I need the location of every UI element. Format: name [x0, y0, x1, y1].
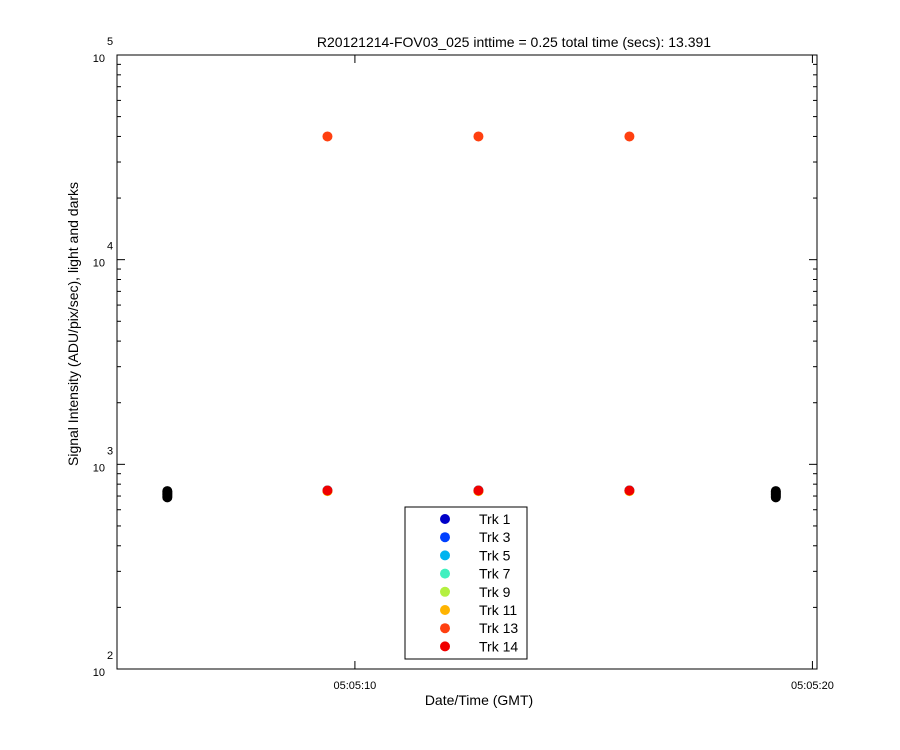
y-axis-title: Signal Intensity (ADU/pix/sec), light an… [65, 182, 81, 466]
y-tick-label: 10 [93, 258, 105, 270]
legend-label: Trk 14 [479, 638, 518, 654]
legend-marker [440, 605, 450, 615]
legend-label: Trk 7 [479, 566, 511, 582]
legend-label: Trk 11 [479, 602, 517, 618]
dark-point [162, 486, 173, 497]
y-tick-exponent: 2 [107, 650, 113, 662]
data-point [624, 485, 635, 496]
y-tick-label: 10 [93, 462, 105, 474]
y-tick-exponent: 3 [107, 445, 113, 457]
legend-label: Trk 13 [479, 620, 518, 636]
legend: Trk 1 Trk 3 Trk 5 Trk 7 Trk 9 Trk 11 Trk 13 Trk… [404, 506, 528, 660]
y-tick-exponent: 4 [107, 241, 113, 253]
data-point [322, 485, 333, 496]
y-tick-label: 10 [93, 53, 105, 65]
data-points [322, 131, 635, 497]
x-tick-label: 05:05:20 [791, 680, 834, 692]
legend-marker [440, 532, 450, 543]
data-point [473, 131, 484, 142]
chart-title: R20121214-FOV03_025 inttime = 0.25 total… [317, 34, 711, 50]
y-tick-exponent: 5 [107, 36, 113, 48]
legend-label: Trk 3 [479, 529, 511, 545]
legend-box [404, 506, 528, 660]
legend-label: Trk 5 [479, 547, 511, 563]
dark-frame-points [162, 486, 781, 503]
x-axis-title: Date/Time (GMT) [425, 692, 533, 708]
x-axis-ticks: 05:05:10 05:05:20 [333, 55, 834, 692]
dark-point [770, 486, 781, 497]
legend-marker [440, 550, 450, 561]
data-point [473, 485, 484, 496]
legend-marker [440, 641, 450, 652]
legend-marker [440, 568, 450, 579]
legend-marker [440, 514, 450, 524]
legend-label: Trk 9 [479, 584, 511, 600]
data-point [624, 131, 635, 142]
legend-marker [440, 586, 450, 597]
y-tick-label: 10 [93, 667, 105, 679]
x-tick-label: 05:05:10 [333, 680, 376, 692]
data-point [322, 131, 333, 142]
legend-label: Trk 1 [479, 511, 511, 527]
legend-marker [440, 623, 450, 634]
